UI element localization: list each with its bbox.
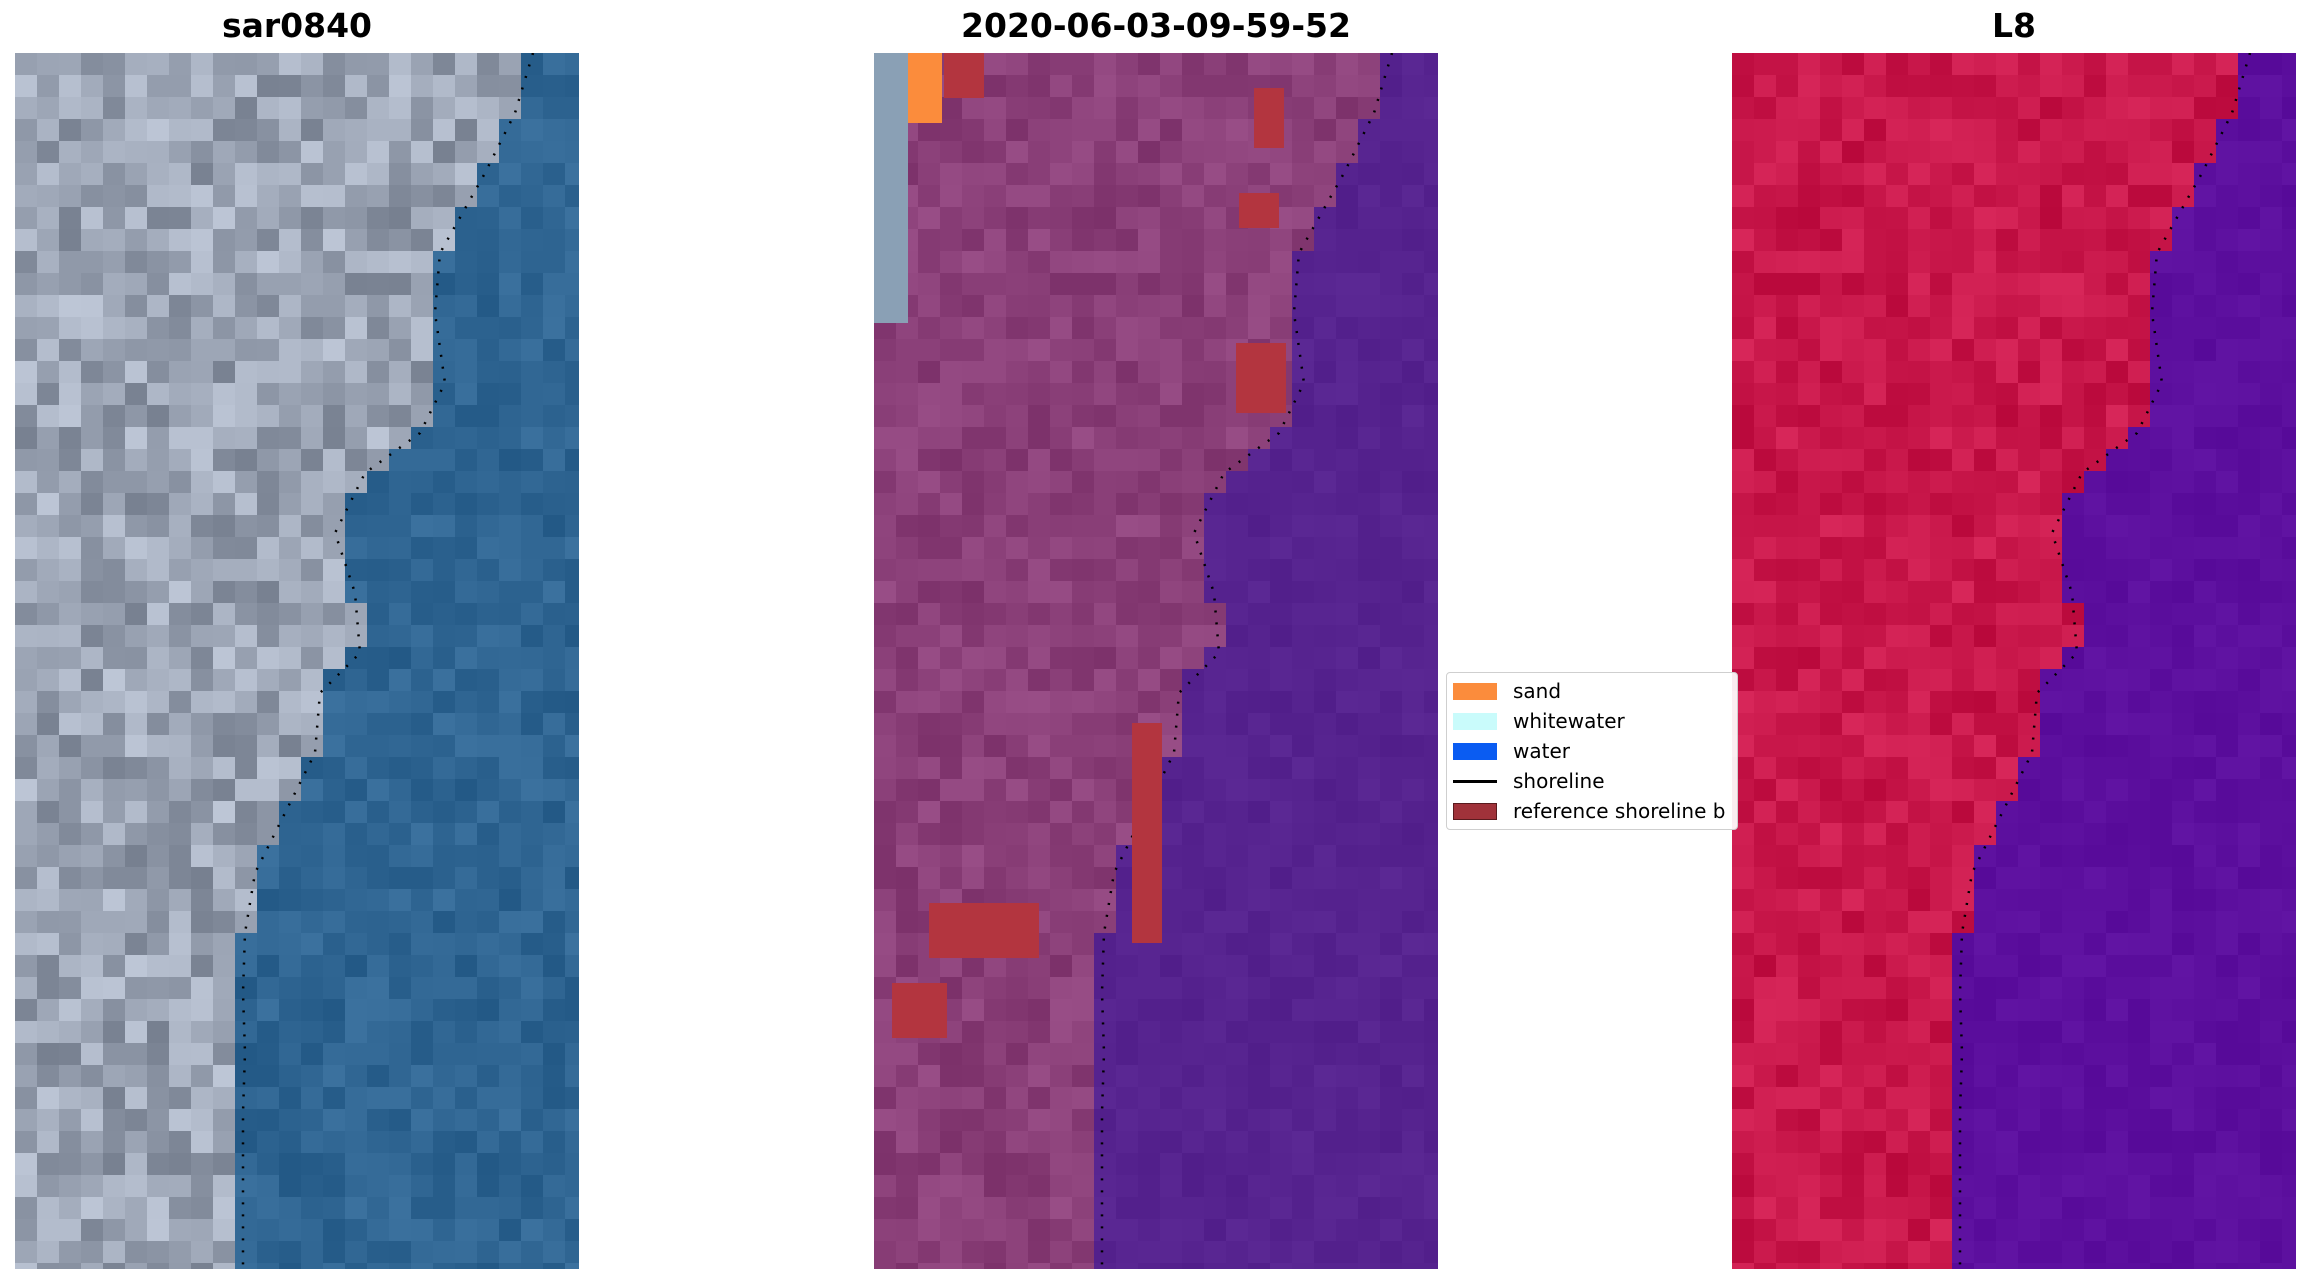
image-panel-true-color — [15, 53, 579, 1269]
whitewater-patch — [874, 53, 908, 323]
reference-buffer-patch — [1254, 88, 1284, 148]
legend-item-water: water — [1453, 736, 1570, 766]
legend-label-sand: sand — [1513, 679, 1562, 703]
legend-label-shoreline: shoreline — [1513, 769, 1605, 793]
water-swatch — [1453, 742, 1497, 760]
legend-label-reference-shoreline: reference shoreline b — [1513, 799, 1726, 823]
classified-image — [874, 53, 1438, 1269]
image-panel-classified — [874, 53, 1438, 1269]
true-color-image — [15, 53, 579, 1269]
legend-item-whitewater: whitewater — [1453, 706, 1625, 736]
legend: sand whitewater water shoreline referenc… — [1446, 672, 1738, 830]
false-color-image — [1732, 53, 2296, 1269]
panel-title-l8: L8 — [1992, 6, 2036, 45]
legend-item-sand: sand — [1453, 676, 1561, 706]
sand-patch — [908, 53, 942, 123]
legend-label-water: water — [1513, 739, 1570, 763]
legend-item-reference-shoreline: reference shoreline b — [1453, 796, 1725, 826]
reference-buffer-patch — [892, 983, 947, 1038]
panel-title-date: 2020-06-03-09-59-52 — [961, 6, 1351, 45]
reference-buffer-patch — [944, 53, 984, 98]
image-panel-false-color — [1732, 53, 2296, 1269]
whitewater-swatch — [1453, 712, 1497, 730]
legend-item-shoreline: shoreline — [1453, 766, 1605, 796]
reference-buffer-patch — [1132, 723, 1162, 943]
reference-buffer-patch — [1236, 343, 1286, 413]
panel-title-sar0840: sar0840 — [221, 6, 373, 45]
shoreline-line-swatch — [1453, 779, 1497, 783]
reference-shoreline-swatch — [1453, 802, 1497, 820]
reference-buffer-patch — [1239, 193, 1279, 228]
legend-label-whitewater: whitewater — [1513, 709, 1625, 733]
sand-swatch — [1453, 682, 1497, 700]
reference-buffer-patch — [929, 903, 1039, 958]
